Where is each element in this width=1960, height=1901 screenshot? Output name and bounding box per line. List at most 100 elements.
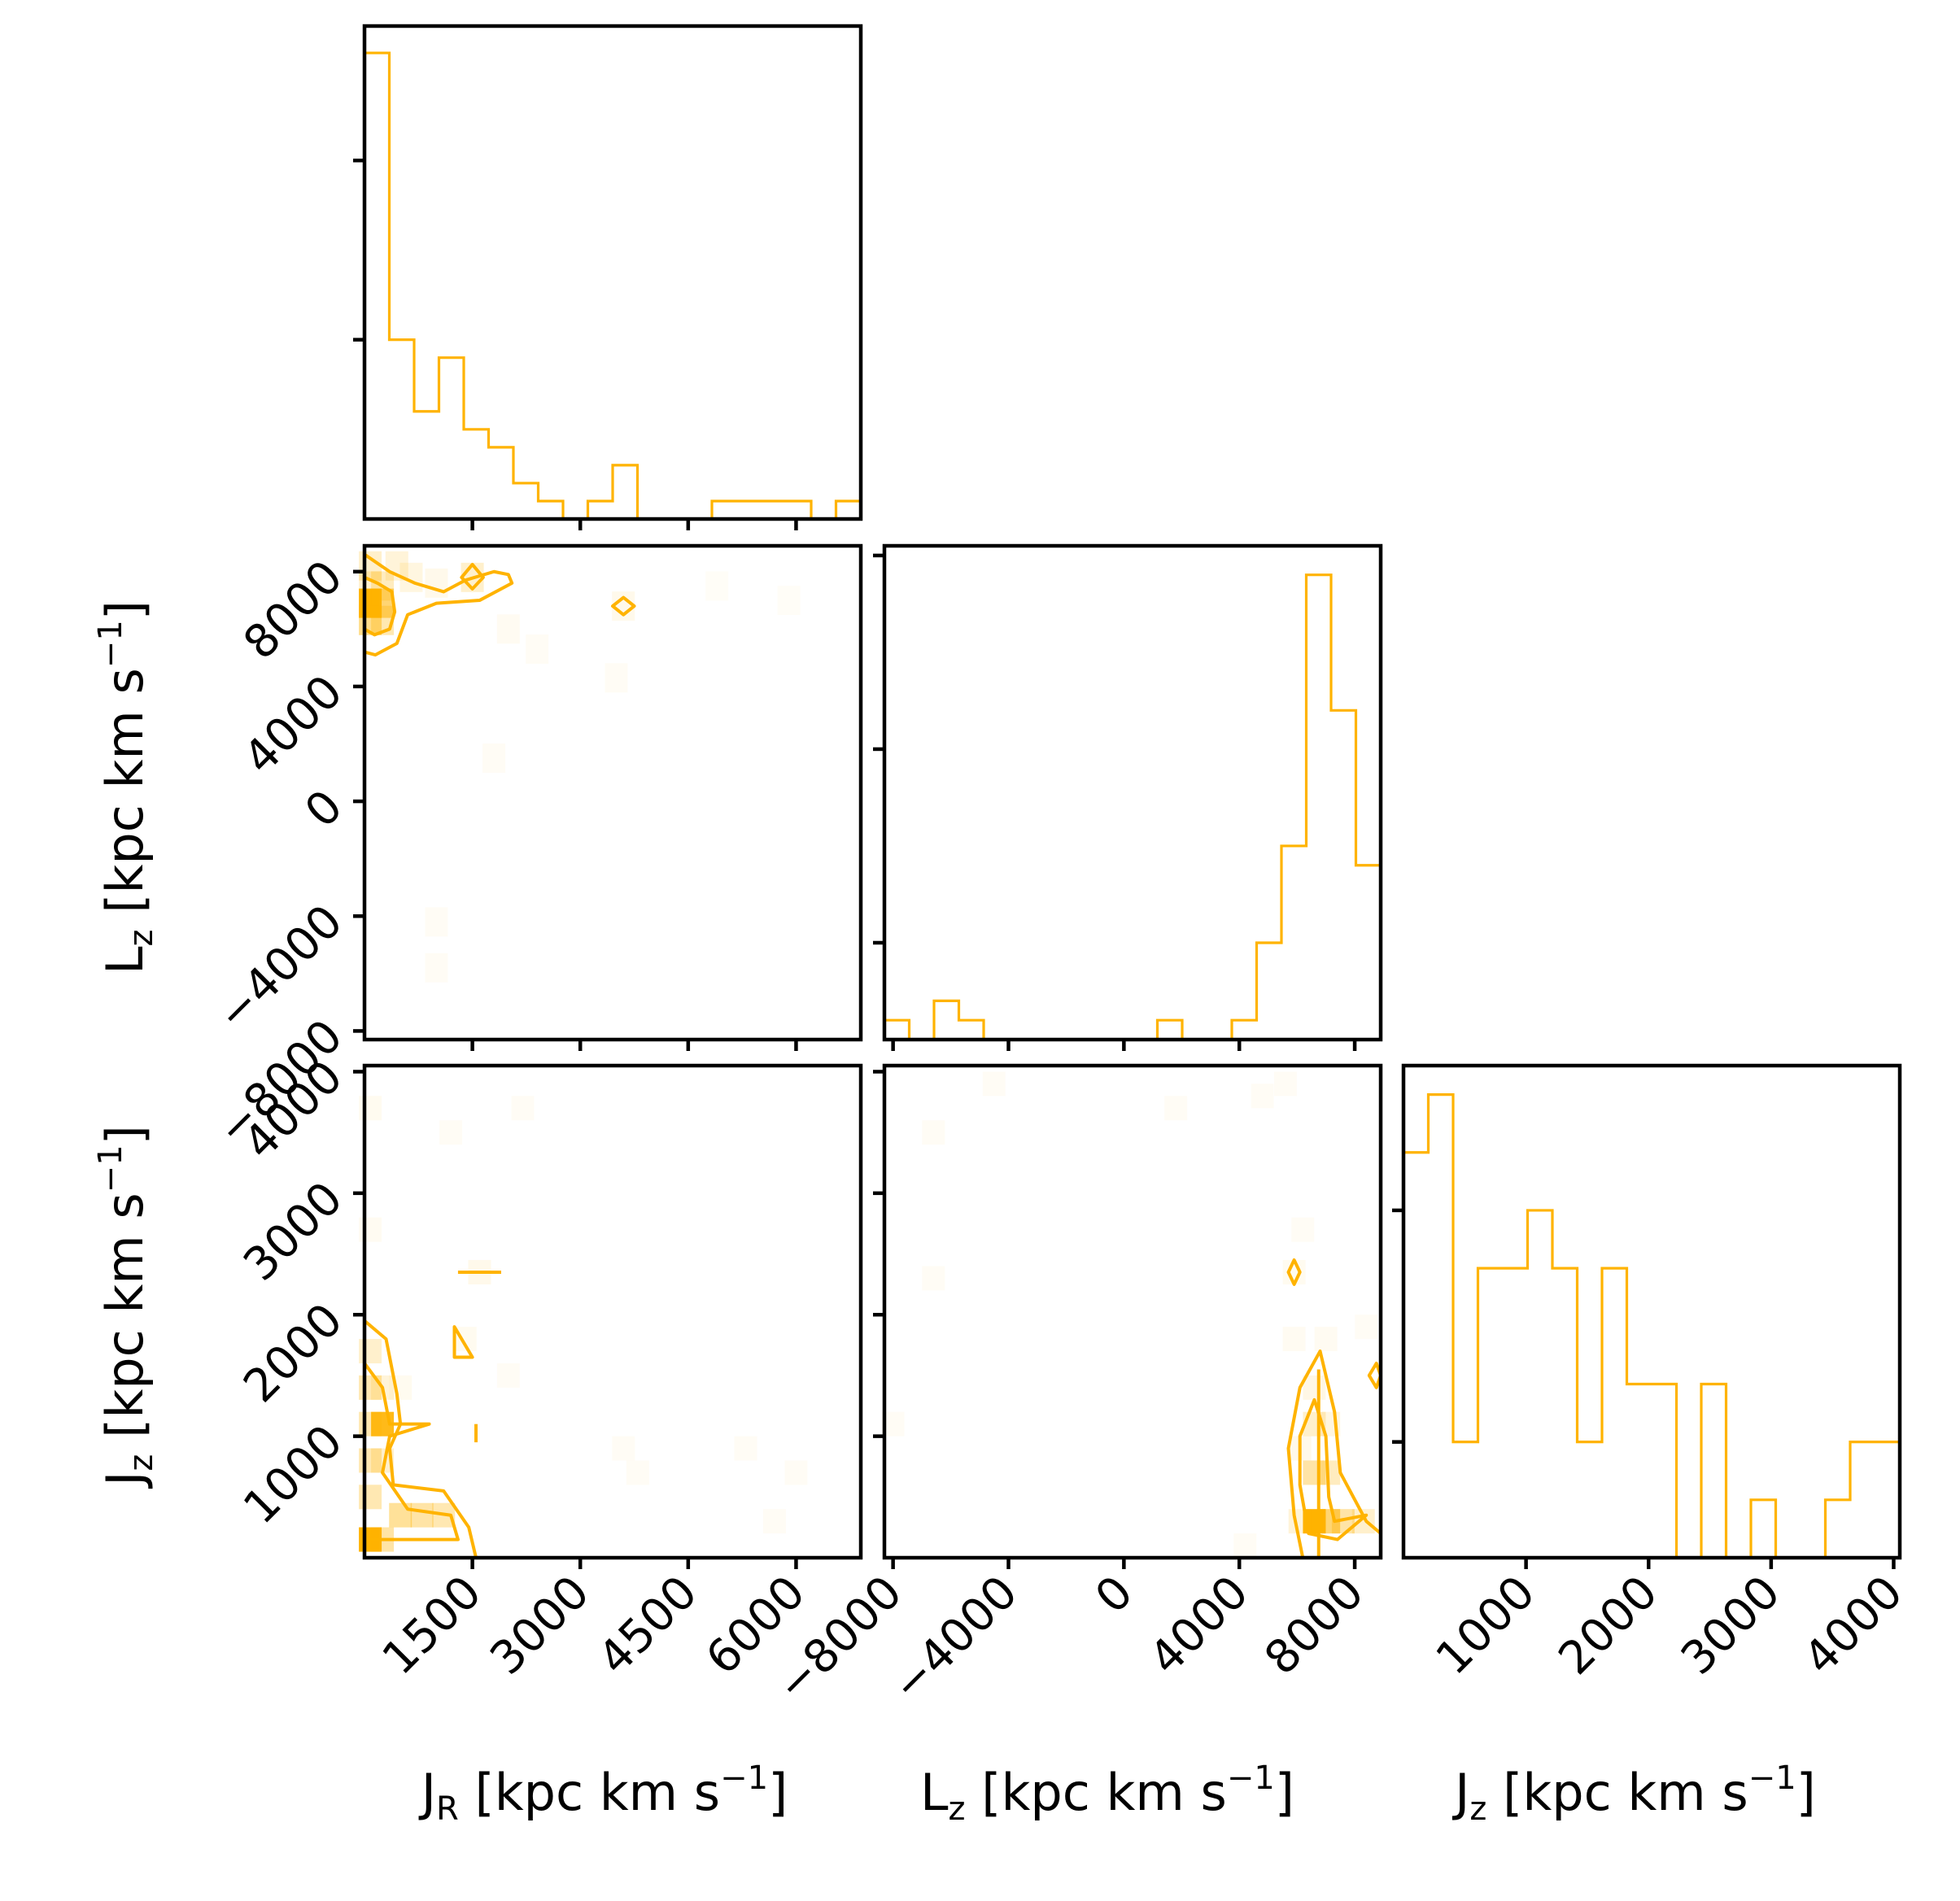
density-cell-jr-jz-16 xyxy=(359,1217,382,1242)
density-cell-lz-jz-20 xyxy=(922,1120,945,1145)
hist-jz-bin-0 xyxy=(1403,1153,1429,1558)
density-cell-jr-jz-22 xyxy=(784,1460,808,1485)
xtick-label-lz-1: −4000 xyxy=(881,1566,1028,1712)
density-cell-jr-jz-5 xyxy=(359,1485,382,1510)
hist-jr-bin-15 xyxy=(737,501,762,519)
hist-jz-bin-5 xyxy=(1528,1210,1553,1558)
density-cell-jr-jz-20 xyxy=(612,1436,635,1461)
contour-lz-jz-island-1 xyxy=(1286,1258,1302,1286)
density-cell-lz-jz-16 xyxy=(1273,1071,1297,1097)
density-cell-jr-lz-16 xyxy=(778,586,801,615)
contour-lz-jz-mid xyxy=(1298,1397,1369,1541)
density-cell-lz-jz-21 xyxy=(922,1266,945,1291)
density-cell-jr-jz-2 xyxy=(389,1502,413,1528)
hist-jr-bin-14 xyxy=(712,501,737,519)
hist-lz-bin-18 xyxy=(1331,710,1356,1040)
hist-jr xyxy=(353,24,863,521)
x-label-jz: Jz [kpc km s−1] xyxy=(1451,1759,1816,1828)
hist-jz-bin-4 xyxy=(1503,1268,1528,1558)
hist-lz-bin-2 xyxy=(934,1001,959,1040)
density-cell-lz-jz-17 xyxy=(1251,1083,1274,1109)
xtick-label-lz-3: 4000 xyxy=(1139,1566,1259,1685)
hist-jz-bin-12 xyxy=(1701,1384,1726,1558)
density-cell-jr-jz-17 xyxy=(359,1096,382,1121)
hist-lz-bin-19 xyxy=(1356,865,1382,1040)
density-cell-jr-lz-12 xyxy=(496,614,520,644)
density-cell-jr-jz-23 xyxy=(762,1509,786,1534)
density-cell-lz-jz-11 xyxy=(1282,1327,1306,1352)
hist-jz-bin-14 xyxy=(1751,1500,1776,1558)
hist-jz-bin-7 xyxy=(1578,1442,1603,1558)
density-cell-lz-jz-10 xyxy=(1303,1375,1326,1400)
ytick-label-lz-4: 8000 xyxy=(234,551,353,670)
density-cell-jr-jz-24 xyxy=(626,1460,649,1485)
hist-jz-frame xyxy=(1401,1063,1902,1560)
density-cell-jr-jz-18 xyxy=(439,1120,463,1145)
hist-jz xyxy=(1392,1063,1902,1560)
y-label-lz: Lz [kpc km s−1] xyxy=(92,600,160,974)
ytick-label-lz-1: −4000 xyxy=(207,895,353,1041)
hist-jr-bin-4 xyxy=(464,429,489,519)
hist-lz-bin-3 xyxy=(959,1020,984,1040)
hist-jz-bin-17 xyxy=(1826,1500,1851,1558)
hist-lz-bin-11 xyxy=(1158,1020,1183,1040)
hist-jr-bin-16 xyxy=(762,501,787,519)
hist-jr-bin-2 xyxy=(414,412,439,519)
ytick-label-jz-1: 2000 xyxy=(234,1293,353,1413)
hist-jz-bin-18 xyxy=(1850,1442,1875,1558)
hist-lz-bin-0 xyxy=(884,1020,910,1040)
hist-jr-bin-7 xyxy=(539,501,564,519)
xtick-label-jr-0: 1500 xyxy=(373,1566,492,1685)
density-cell-lz-jz-19 xyxy=(982,1071,1006,1097)
contour-jr-lz-island-1 xyxy=(460,562,485,591)
density-cell-lz-jz-12 xyxy=(1314,1327,1338,1352)
density-cell-jr-lz-15 xyxy=(705,571,728,600)
hist-jz-bin-9 xyxy=(1627,1384,1652,1558)
density-cell-jr-jz-6 xyxy=(359,1448,382,1473)
density-cell-jr-lz-3 xyxy=(371,588,395,618)
x-label-jr: JR [kpc km s−1] xyxy=(418,1759,788,1828)
ytick-label-lz-3: 4000 xyxy=(234,665,353,785)
hist-jz-bin-2 xyxy=(1453,1442,1478,1558)
hist-jr-bin-5 xyxy=(489,447,514,519)
hist-jz-steps xyxy=(1403,1092,1900,1559)
y-label-jz: Jz [kpc km s−1] xyxy=(92,1125,160,1489)
density-cell-jr-lz-4 xyxy=(359,605,382,635)
hist-jr-bin-3 xyxy=(439,358,465,519)
hist-jz-bin-10 xyxy=(1652,1384,1677,1558)
hist-jr-bin-17 xyxy=(787,501,812,519)
frame-jr-lz xyxy=(362,543,863,1042)
density-cell-jr-lz-9 xyxy=(425,568,448,598)
contour-jr-lz-outer xyxy=(363,552,514,657)
hist-jz-bin-3 xyxy=(1478,1268,1504,1558)
hist-lz xyxy=(873,543,1383,1042)
hist-lz-bin-16 xyxy=(1281,846,1307,1040)
hist-jr-bin-1 xyxy=(390,340,415,519)
hist-jz-bin-19 xyxy=(1875,1442,1901,1558)
hist-jr-bin-19 xyxy=(836,501,862,519)
hist-lz-bin-17 xyxy=(1307,575,1332,1040)
x-label-lz: Lz [kpc km s−1] xyxy=(920,1759,1294,1828)
density-cell-lz-jz-23 xyxy=(1233,1533,1257,1559)
ytick-label-jz-0: 1000 xyxy=(234,1415,353,1535)
hist-jz-bin-6 xyxy=(1552,1268,1578,1558)
density-cell-jr-jz-12 xyxy=(359,1339,382,1364)
hist-lz-bin-14 xyxy=(1232,1020,1257,1040)
density-cell-lz-jz-13 xyxy=(1355,1315,1378,1340)
extra-ticks: 1000 2000 3000 4000 xyxy=(470,519,1914,1685)
xtick-label-jz-0: 1000 xyxy=(1426,1566,1546,1685)
ytick-label-lz-2: 0 xyxy=(295,780,353,838)
frame-lz-jz xyxy=(882,1063,1383,1560)
contour-jr-jz-inner xyxy=(363,1361,460,1541)
density-cell-lz-jz-5 xyxy=(1303,1460,1326,1485)
density-cell-jr-lz-14 xyxy=(605,663,628,693)
hist-jr-bin-6 xyxy=(513,483,539,519)
hist-lz-frame xyxy=(882,543,1383,1042)
density-cell-jr-lz-18 xyxy=(425,907,448,937)
xtick-label-jz-3: 4000 xyxy=(1794,1566,1914,1685)
density-cell-jr-jz-25 xyxy=(496,1363,520,1388)
hist-jr-bin-0 xyxy=(364,53,390,519)
